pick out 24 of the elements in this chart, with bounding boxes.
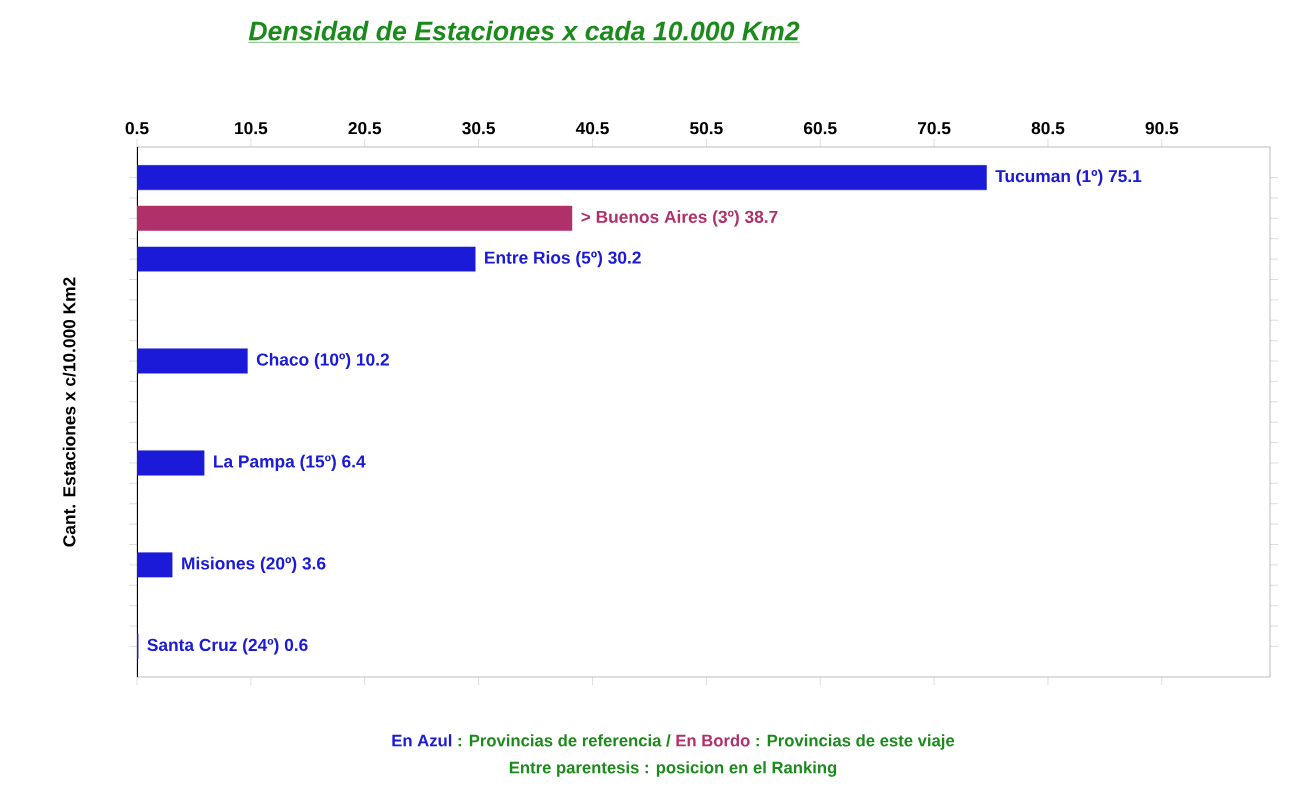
- text: En Bordo: [676, 734, 750, 747]
- x-tick-label: 40.5: [575, 122, 609, 135]
- data-label: Entre Rios (5º) 30.2: [485, 251, 641, 268]
- y-axis-title: Cant. Estaciones x c/10.000 Km2: [62, 277, 76, 547]
- text: : Provincias de referencia /: [458, 734, 671, 747]
- data-label: La Pampa (15º) 6.4: [214, 454, 366, 472]
- x-tick-label: 60.5: [803, 122, 837, 135]
- data-label: Santa Cruz (24º) 0.6: [147, 638, 308, 655]
- text: Entre parentesis : posicion en el Ranking: [509, 761, 837, 777]
- x-tick-label: 80.5: [1031, 122, 1065, 135]
- data-label: > Buenos Aires (3º) 38.7: [581, 210, 778, 227]
- data-label: Tucuman (1º) 75.1: [995, 169, 1142, 186]
- x-tick-label: 20.5: [348, 122, 382, 135]
- data-label: Misiones (20º) 3.6: [182, 556, 326, 573]
- text: En Azul: [392, 734, 452, 747]
- x-tick-label: 70.5: [917, 122, 951, 135]
- x-tick-label: 50.5: [690, 122, 723, 135]
- x-tick-label: 90.5: [1145, 122, 1179, 135]
- chart-title: Densidad de Estaciones x cada 10.000 Km2: [248, 20, 800, 41]
- x-tick-label: 10.5: [235, 122, 268, 135]
- x-tick-label: 0.5: [125, 122, 149, 135]
- data-label: Chaco (10º) 10.2: [256, 352, 389, 370]
- text: : Provincias de este viaje: [756, 734, 955, 750]
- x-tick-label: 30.5: [462, 121, 495, 135]
